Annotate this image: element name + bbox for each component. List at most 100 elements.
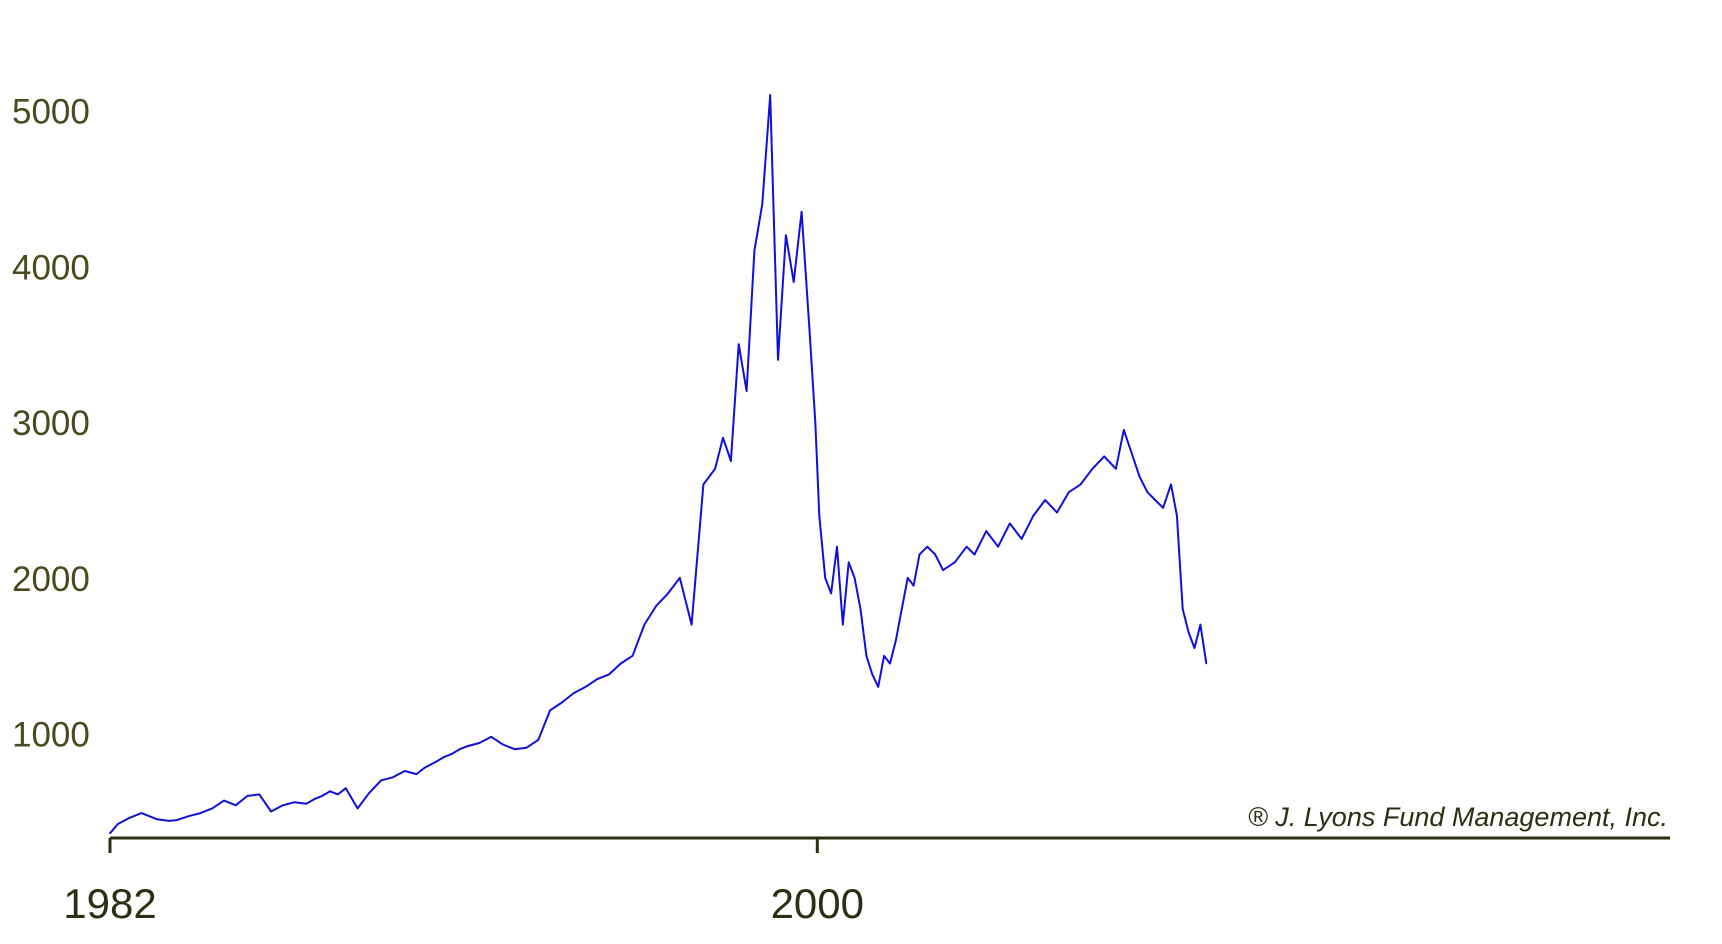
data-point [435, 760, 437, 763]
data-point [814, 421, 817, 423]
data-point [109, 832, 111, 835]
y-tick-label: 2000 [12, 560, 90, 599]
data-point [690, 623, 693, 626]
data-point [643, 623, 646, 626]
data-point [293, 801, 296, 803]
data-point [584, 686, 587, 688]
data-point [883, 655, 885, 657]
data-point [478, 742, 481, 744]
y-tick-label: 1000 [12, 716, 90, 755]
data-point [187, 815, 190, 817]
copyright-annotation: ® J. Lyons Fund Management, Inc. [1248, 802, 1668, 832]
data-point [305, 802, 308, 805]
data-point [761, 203, 764, 205]
y-tick-label: 5000 [12, 93, 90, 132]
data-point [270, 810, 272, 813]
data-point [549, 709, 551, 712]
y-axis-tick-labels: 1000 2000 3000 4000 5000 [12, 93, 90, 755]
data-point [847, 561, 850, 564]
data-point [140, 812, 143, 814]
data-point [737, 343, 740, 346]
data-point [1079, 483, 1082, 486]
data-point [906, 577, 909, 579]
data-point [655, 605, 657, 607]
data-point [901, 608, 903, 610]
data-point [443, 756, 445, 758]
x-axis-ticks: 1982 2000 [63, 838, 864, 927]
data-point [753, 250, 756, 252]
data-point [1138, 475, 1141, 478]
data-point [1091, 468, 1094, 470]
data-point [321, 795, 324, 797]
data-point [679, 577, 681, 579]
data-point [596, 678, 599, 680]
x-tick-label: 1982 [63, 880, 156, 927]
data-point [392, 776, 394, 779]
data-point [329, 790, 331, 793]
data-point [1176, 514, 1178, 517]
data-point [702, 483, 705, 486]
data-point [415, 773, 418, 775]
data-point [337, 793, 339, 796]
data-point [1115, 468, 1117, 470]
data-point [1009, 522, 1011, 525]
series-layer [109, 94, 1208, 835]
data-point [997, 545, 999, 548]
data-point [502, 743, 504, 746]
data-point [859, 608, 862, 610]
data-point [842, 623, 844, 626]
data-point [818, 514, 821, 517]
data-point [836, 545, 838, 548]
data-point [246, 795, 249, 797]
data-point [608, 673, 610, 676]
data-point [1056, 511, 1058, 514]
data-point [211, 807, 213, 810]
data-point [824, 577, 826, 579]
data-point [168, 820, 170, 822]
data-point [1162, 507, 1164, 509]
data-point [1130, 452, 1133, 455]
data-point [926, 545, 929, 548]
data-point [973, 553, 976, 556]
data-point [223, 799, 225, 802]
data-point [525, 746, 528, 749]
data-point [871, 673, 874, 676]
data-point [853, 577, 856, 579]
data-point [1068, 491, 1070, 494]
data-point [620, 662, 622, 665]
data-point [537, 739, 540, 741]
data-point [745, 390, 748, 392]
data-point [714, 468, 716, 470]
data-point [667, 592, 669, 595]
data-point [800, 211, 803, 213]
data-point [1146, 491, 1149, 494]
data-point [117, 823, 119, 825]
data-point [918, 553, 921, 556]
data-point [451, 753, 453, 755]
data-point [282, 804, 284, 807]
data-point [631, 655, 634, 657]
data-point [808, 327, 811, 330]
data-point [1103, 455, 1105, 458]
data-point [234, 804, 237, 807]
data-point [865, 655, 868, 657]
data-point [380, 779, 382, 782]
data-point [1187, 631, 1190, 634]
data-point [1044, 499, 1046, 501]
data-point [830, 592, 832, 595]
data-point [513, 748, 516, 750]
data-point [356, 807, 359, 810]
data-point [877, 686, 879, 688]
data-point [912, 584, 915, 587]
x-tick-label: 2000 [771, 880, 864, 927]
data-point [965, 545, 968, 548]
data-point [1170, 483, 1172, 486]
data-point [313, 798, 316, 800]
data-point [572, 692, 575, 694]
data-point [934, 553, 936, 556]
data-point [403, 770, 406, 772]
data-point [199, 812, 202, 814]
data-point [176, 819, 178, 821]
data-point [889, 662, 891, 665]
data-point [1205, 662, 1208, 665]
